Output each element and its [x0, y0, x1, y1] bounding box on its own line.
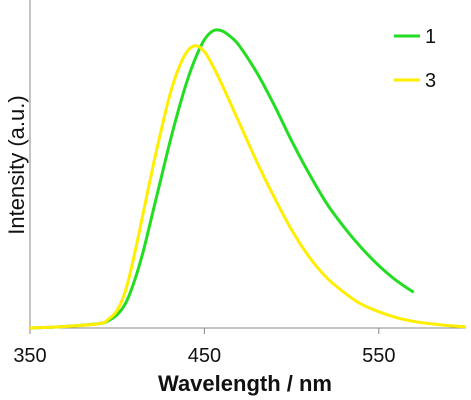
- legend: 13: [394, 26, 436, 92]
- series-layer: [29, 28, 467, 330]
- y-axis-label: Intensity (a.u.): [4, 95, 29, 234]
- legend-label-3: 3: [425, 70, 436, 92]
- x-axis-label: Wavelength / nm: [158, 371, 332, 396]
- x-tick-label: 350: [13, 345, 46, 367]
- legend-label-1: 1: [425, 26, 436, 48]
- x-tick-label: 450: [188, 345, 221, 367]
- series-line-1: [29, 28, 415, 330]
- x-ticks: 350 450 550: [13, 328, 395, 367]
- series-line-3: [29, 44, 467, 330]
- x-tick-label: 550: [362, 345, 395, 367]
